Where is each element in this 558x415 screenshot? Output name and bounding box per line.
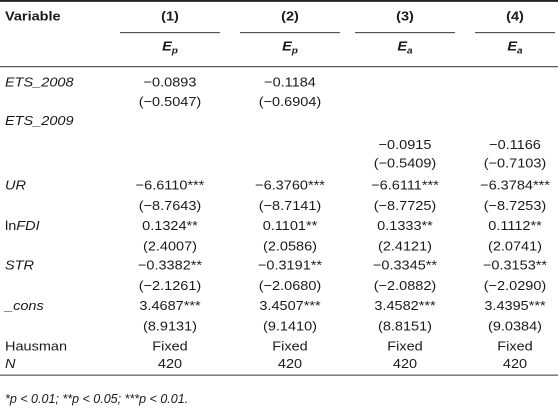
coef-cell: 0.1333** [377, 219, 433, 234]
col-2-number: (2) [281, 9, 299, 24]
col-1-rule [120, 32, 220, 34]
tstat-cell: (2.0586) [262, 239, 317, 255]
tstat-cell: (−0.7103) [483, 156, 547, 172]
coef-cell: −0.1166 [489, 138, 541, 153]
coef-cell: −0.3345** [372, 258, 438, 274]
coef-cell: −0.3153** [482, 258, 548, 274]
significance-footnote: *p < 0.01; **p < 0.05; ***p < 0.01. [5, 392, 189, 406]
tstat-cell: (−0.5409) [373, 156, 437, 172]
n-cell: 420 [502, 357, 528, 372]
col-4-rule [475, 32, 555, 34]
tstat-cell: (8.8151) [377, 319, 432, 335]
hausman-cell: Fixed [387, 339, 423, 355]
coef-cell: −6.3784*** [480, 178, 550, 194]
row-label-ets2009: ETS_2009 [5, 114, 74, 129]
tstat-cell: (2.4121) [377, 239, 432, 255]
bottom-rule [0, 374, 558, 376]
tstat-cell: (−2.0680) [258, 278, 322, 294]
tstat-cell: (−0.5047) [138, 94, 202, 110]
col-4-dependent: Ea [507, 39, 523, 57]
row-label-ur: UR [5, 178, 26, 194]
row-label-hausman: Hausman [5, 339, 68, 355]
header-rule [0, 66, 558, 68]
coef-cell: −6.6111*** [371, 178, 439, 194]
coef-cell: 3.4507*** [259, 299, 321, 314]
coef-cell: −0.0893 [143, 75, 197, 91]
tstat-cell: (−8.7643) [138, 198, 202, 214]
coef-cell: 0.1324** [142, 219, 198, 234]
variable-header: Variable [5, 9, 61, 24]
row-label-ets2008: ETS_2008 [5, 75, 74, 91]
row-label-cons: _cons [5, 299, 44, 314]
col-2-dependent: Ep [282, 39, 298, 57]
tstat-cell: (9.1410) [262, 319, 317, 335]
n-cell: 420 [392, 357, 418, 372]
tstat-cell: (−2.0882) [373, 278, 437, 294]
col-1-dependent: Ep [162, 39, 178, 57]
top-rule [0, 0, 558, 2]
coef-cell: −6.6110*** [135, 178, 205, 194]
coef-cell: 3.4582*** [374, 299, 436, 314]
hausman-cell: Fixed [152, 339, 188, 355]
col-3-rule [355, 32, 455, 34]
row-label-lnfdi: lnFDI [5, 219, 40, 234]
n-cell: 420 [157, 357, 183, 372]
n-cell: 420 [277, 357, 303, 372]
col-4-number: (4) [506, 9, 524, 24]
tstat-cell: (−8.7253) [483, 198, 547, 214]
hausman-cell: Fixed [497, 339, 533, 355]
col-3-number: (3) [396, 9, 414, 24]
tstat-cell: (2.4007) [142, 239, 197, 255]
hausman-cell: Fixed [272, 339, 308, 355]
coef-cell: 3.4395*** [484, 299, 546, 314]
coef-cell: −0.3191** [257, 258, 323, 274]
col-1-number: (1) [161, 9, 179, 24]
coef-cell: −6.3760*** [255, 178, 325, 194]
tstat-cell: (−8.7141) [258, 198, 322, 214]
col-3-dependent: Ea [397, 39, 413, 57]
tstat-cell: (8.9131) [142, 319, 197, 335]
row-label-n: N [5, 357, 16, 372]
tstat-cell: (9.0384) [487, 319, 542, 335]
row-label-str: STR [5, 258, 34, 274]
tstat-cell: (−8.7725) [373, 198, 437, 214]
tstat-cell: (2.0741) [487, 239, 542, 255]
tstat-cell: (−0.6904) [258, 94, 322, 110]
tstat-cell: (−2.1261) [138, 278, 202, 294]
regression-table: Variable (1) (2) (3) (4) Ep Ep Ea Ea ETS… [0, 0, 558, 376]
coef-cell: 0.1112** [488, 219, 542, 234]
coef-cell: −0.3382** [137, 258, 203, 274]
col-2-rule [240, 32, 340, 34]
coef-cell: 3.4687*** [139, 299, 201, 314]
coef-cell: −0.1184 [264, 75, 316, 91]
tstat-cell: (−2.0290) [483, 278, 547, 294]
coef-cell: 0.1101** [262, 219, 318, 234]
coef-cell: −0.0915 [378, 138, 432, 153]
